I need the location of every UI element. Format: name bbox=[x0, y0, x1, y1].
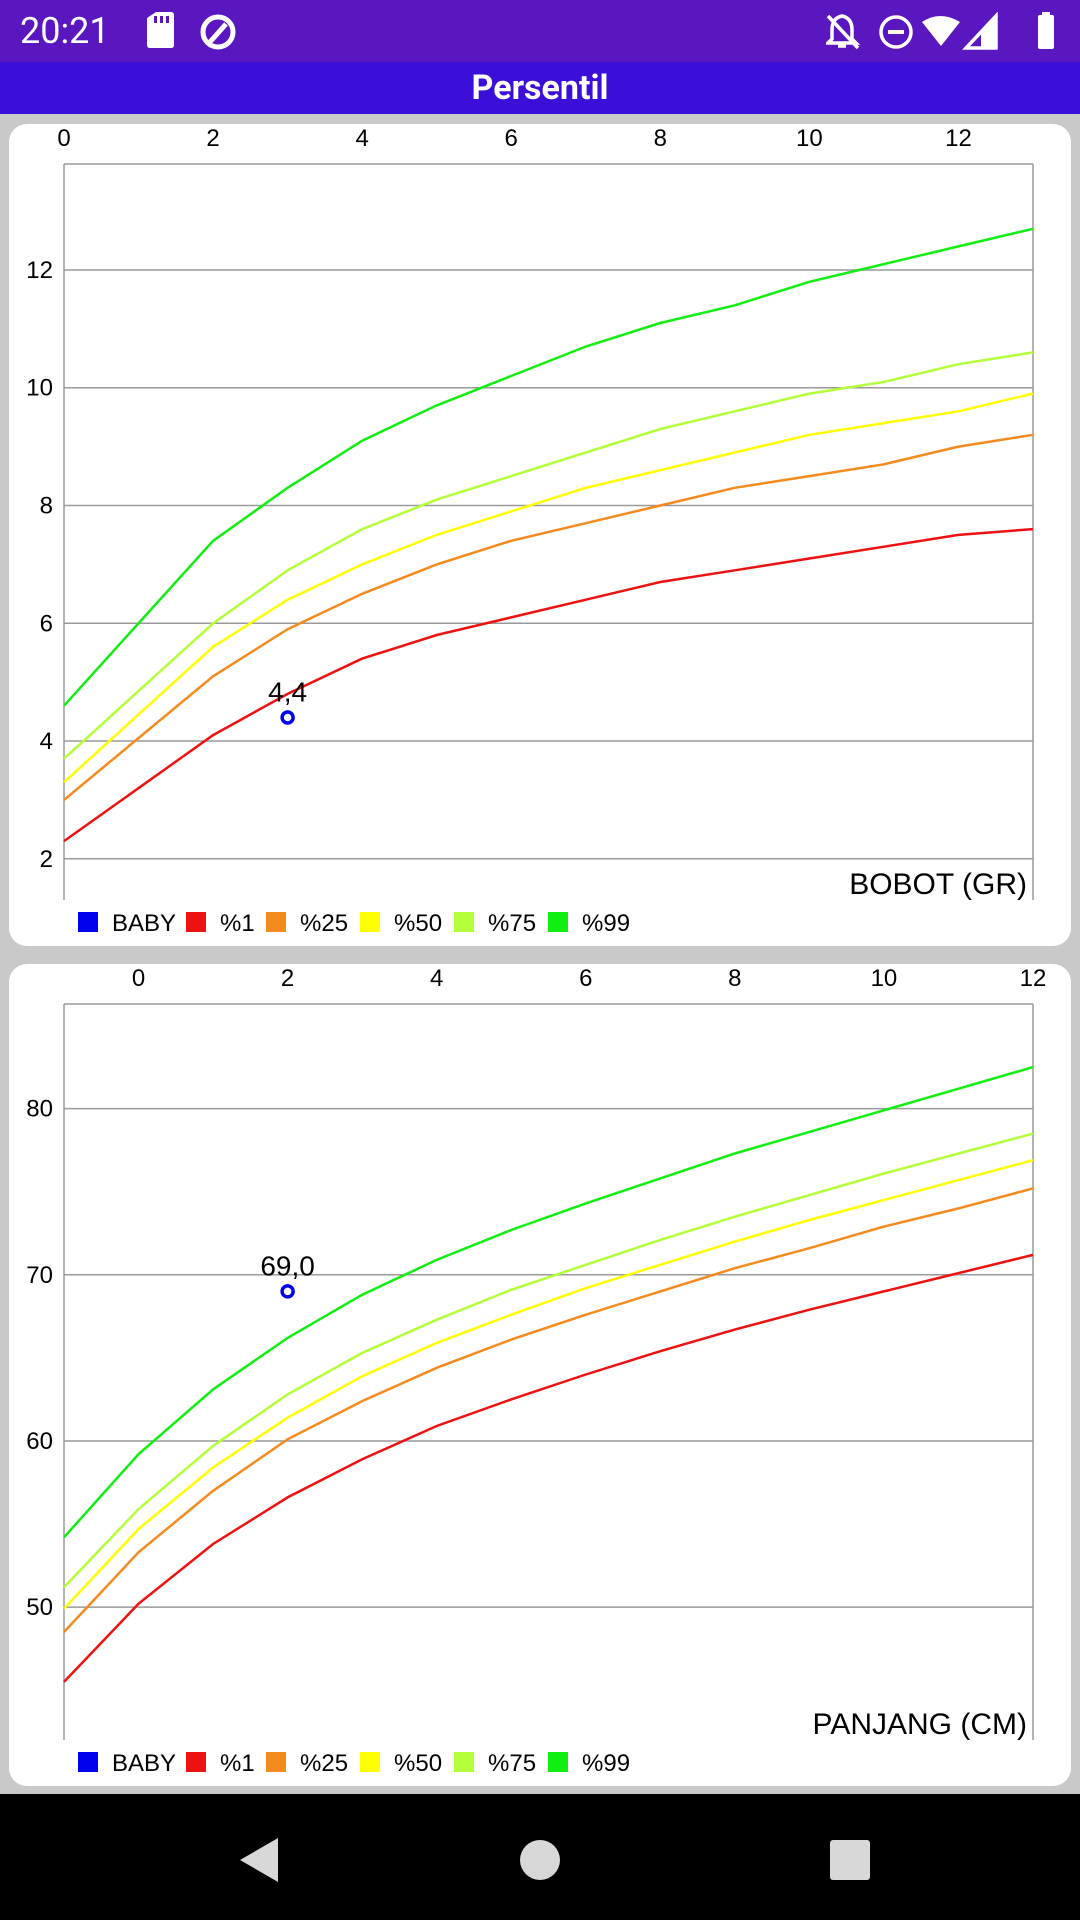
y-tick-label: 70 bbox=[26, 1262, 53, 1289]
y-tick-label: 10 bbox=[26, 375, 53, 402]
x-tick-label: 2 bbox=[206, 125, 219, 152]
legend-swatch bbox=[360, 1752, 380, 1772]
cell-signal-icon bbox=[961, 11, 998, 50]
axis-title: BOBOT (GR) bbox=[849, 868, 1027, 901]
legend-label: %75 bbox=[488, 910, 536, 937]
data-saver-icon bbox=[200, 14, 236, 50]
weight-chart: 2 4 6 8 10 12 0 2 4 6 8 10 12 4,4 BOBOT (GR) BABY %1 %25%… bbox=[26, 125, 1034, 937]
x-tick-label: 8 bbox=[728, 965, 741, 992]
legend-swatch bbox=[548, 1752, 568, 1772]
legend-label: %25 bbox=[300, 910, 348, 937]
page-title: Persentil bbox=[471, 68, 609, 108]
length-chart-card: 50 60 70 80 0 2 4 6 8 10 12 69,0 PANJANG (CM) BABY %1%… bbox=[9, 964, 1071, 1786]
legend-swatch bbox=[78, 912, 98, 932]
legend-swatch bbox=[454, 912, 474, 932]
x-tick-label: 10 bbox=[871, 965, 898, 992]
legend-swatch bbox=[78, 1752, 98, 1772]
legend-label: %1 bbox=[220, 910, 255, 937]
x-tick-label: 6 bbox=[505, 125, 518, 152]
legend-swatch bbox=[454, 1752, 474, 1772]
status-icons-left bbox=[144, 12, 244, 56]
baby-value-label: 69,0 bbox=[260, 1250, 315, 1281]
navigation-bar bbox=[0, 1794, 1080, 1920]
battery-icon bbox=[1038, 12, 1054, 49]
y-tick-label: 6 bbox=[40, 610, 53, 637]
legend-label: %99 bbox=[582, 1750, 630, 1777]
recents-icon[interactable] bbox=[820, 1830, 880, 1890]
x-tick-label: 8 bbox=[654, 125, 667, 152]
axis-title: PANJANG (CM) bbox=[813, 1708, 1027, 1741]
legend-swatch bbox=[548, 912, 568, 932]
percentile-line-p1 bbox=[63, 527, 1034, 843]
legend-label: %1 bbox=[220, 1750, 255, 1777]
x-tick-label: 12 bbox=[1020, 965, 1047, 992]
length-chart: 50 60 70 80 0 2 4 6 8 10 12 69,0 PANJANG (CM) BABY %1%… bbox=[26, 965, 1047, 1777]
back-icon[interactable] bbox=[230, 1830, 290, 1890]
percentile-line-p1 bbox=[63, 1253, 1034, 1683]
home-icon[interactable] bbox=[510, 1830, 570, 1890]
y-tick-label: 80 bbox=[26, 1096, 53, 1123]
percentile-line-p75 bbox=[63, 351, 1034, 760]
legend-label: BABY bbox=[112, 1750, 176, 1777]
x-tick-label: 4 bbox=[430, 965, 443, 992]
do-not-disturb-icon bbox=[879, 15, 913, 49]
y-tick-label: 50 bbox=[26, 1594, 53, 1621]
legend-label: %50 bbox=[394, 910, 442, 937]
weight-chart-card: 2 4 6 8 10 12 0 2 4 6 8 10 12 4,4 BOBOT (GR) BABY %1 %25%… bbox=[9, 124, 1071, 946]
percentile-line-p50 bbox=[63, 1158, 1034, 1610]
percentile-line-p25 bbox=[63, 433, 1034, 801]
status-bar: 20:21 bbox=[0, 0, 1080, 62]
chart-legend: BABY %1 %25 %50 %75 %99 bbox=[78, 1750, 630, 1777]
legend-swatch bbox=[360, 912, 380, 932]
percentile-line-p50 bbox=[63, 392, 1034, 784]
x-tick-label: 6 bbox=[579, 965, 592, 992]
legend-swatch bbox=[186, 912, 206, 932]
baby-data-point bbox=[280, 710, 295, 725]
x-tick-label: 4 bbox=[355, 125, 368, 152]
legend-label: %75 bbox=[488, 1750, 536, 1777]
x-tick-label: 2 bbox=[281, 965, 294, 992]
wifi-icon bbox=[922, 16, 960, 46]
sd-card-icon bbox=[147, 12, 174, 48]
baby-value-label: 4,4 bbox=[268, 676, 307, 707]
x-tick-label: 10 bbox=[796, 125, 823, 152]
legend-label: %25 bbox=[300, 1750, 348, 1777]
y-tick-label: 8 bbox=[40, 493, 53, 520]
legend-swatch bbox=[186, 1752, 206, 1772]
legend-label: %50 bbox=[394, 1750, 442, 1777]
x-tick-label: 0 bbox=[57, 125, 70, 152]
chart-legend: BABY %1 %25 %50 %75 %99 bbox=[78, 910, 630, 937]
legend-label: BABY bbox=[112, 910, 176, 937]
y-tick-label: 60 bbox=[26, 1428, 53, 1455]
y-tick-label: 4 bbox=[40, 728, 53, 755]
percentile-line-p75 bbox=[63, 1132, 1034, 1589]
y-tick-label: 12 bbox=[26, 257, 53, 284]
legend-swatch bbox=[266, 1752, 286, 1772]
legend-label: %99 bbox=[582, 910, 630, 937]
app-bar: Persentil bbox=[0, 62, 1080, 114]
y-tick-label: 2 bbox=[40, 846, 53, 873]
status-icons-right bbox=[823, 11, 1066, 56]
percentile-line-p99 bbox=[63, 227, 1034, 707]
status-time: 20:21 bbox=[20, 10, 110, 52]
x-tick-label: 0 bbox=[132, 965, 145, 992]
notifications-off-icon bbox=[823, 14, 861, 50]
baby-data-point bbox=[280, 1284, 295, 1299]
percentile-line-p99 bbox=[63, 1065, 1034, 1539]
x-tick-label: 12 bbox=[945, 125, 972, 152]
legend-swatch bbox=[266, 912, 286, 932]
percentile-line-p25 bbox=[63, 1187, 1034, 1633]
